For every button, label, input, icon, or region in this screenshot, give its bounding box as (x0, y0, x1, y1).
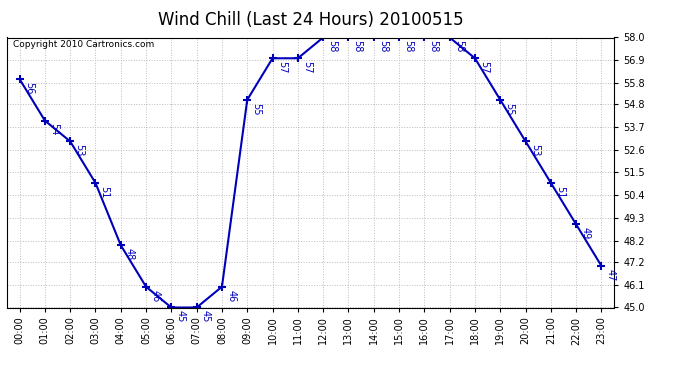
Text: 58: 58 (327, 40, 337, 53)
Text: 58: 58 (378, 40, 388, 53)
Text: 58: 58 (403, 40, 413, 53)
Text: 49: 49 (580, 227, 591, 240)
Text: 51: 51 (555, 186, 565, 198)
Text: 48: 48 (125, 248, 135, 260)
Text: 55: 55 (504, 103, 515, 115)
Text: 51: 51 (99, 186, 110, 198)
Text: 57: 57 (302, 61, 312, 74)
Text: 58: 58 (428, 40, 439, 53)
Text: 58: 58 (353, 40, 363, 53)
Text: Copyright 2010 Cartronics.com: Copyright 2010 Cartronics.com (13, 40, 155, 49)
Text: 45: 45 (175, 310, 186, 322)
Text: 57: 57 (479, 61, 489, 74)
Text: 57: 57 (277, 61, 287, 74)
Text: 47: 47 (606, 269, 615, 281)
Text: 46: 46 (150, 290, 160, 302)
Text: 45: 45 (201, 310, 211, 322)
Text: 53: 53 (530, 144, 540, 156)
Text: 53: 53 (75, 144, 84, 156)
Text: 54: 54 (49, 123, 59, 136)
Text: Wind Chill (Last 24 Hours) 20100515: Wind Chill (Last 24 Hours) 20100515 (158, 11, 463, 29)
Text: 56: 56 (23, 82, 34, 94)
Text: 46: 46 (226, 290, 236, 302)
Text: 58: 58 (454, 40, 464, 53)
Text: 55: 55 (251, 103, 262, 115)
